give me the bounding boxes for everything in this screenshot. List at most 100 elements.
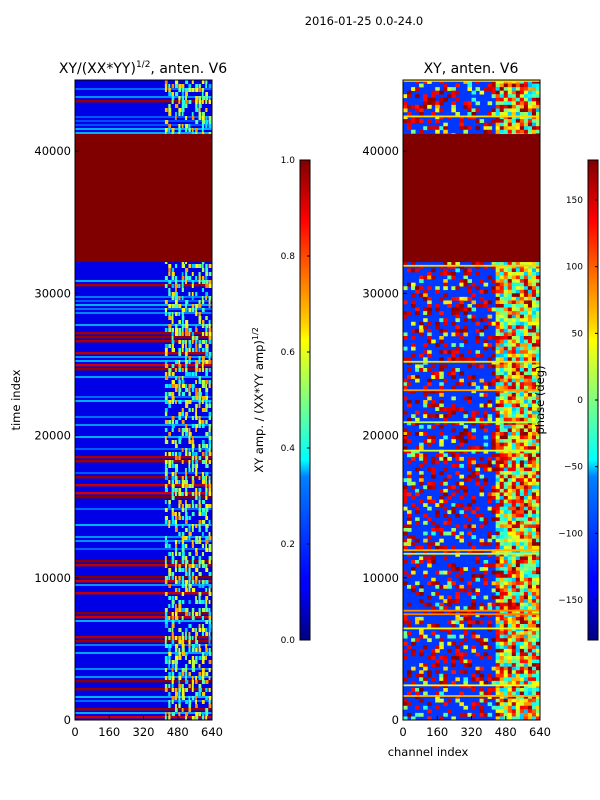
heatmap-cell: [527, 673, 533, 678]
heatmap-cell: [487, 300, 493, 305]
heatmap-cell: [455, 656, 460, 660]
heatmap-cell: [503, 282, 509, 287]
heatmap-cell: [523, 328, 529, 333]
heatmap-cell: [419, 588, 424, 593]
heatmap-cell: [515, 97, 521, 102]
heatmap-cell: [447, 641, 452, 646]
heatmap-cell: [164, 300, 168, 304]
heatmap-cell: [531, 631, 537, 635]
heatmap-cell: [531, 414, 537, 419]
heatmap-cell: [427, 307, 432, 312]
heatmap-cell: [185, 520, 188, 524]
heatmap-cell: [523, 442, 529, 447]
heatmap-cell: [423, 296, 428, 301]
heatmap-cell: [443, 506, 448, 511]
heatmap-cell: [483, 410, 489, 415]
heatmap-cell: [499, 506, 505, 511]
heatmap-cell: [475, 385, 481, 390]
heatmap-cell: [181, 288, 184, 292]
heatmap-cell: [191, 436, 194, 440]
heatmap-cell: [407, 510, 412, 515]
heatmap-cell: [503, 478, 509, 483]
heatmap-cell: [511, 552, 517, 557]
heatmap-cell: [171, 380, 175, 384]
heatmap-cell: [491, 382, 497, 387]
heatmap-cell: [527, 382, 533, 387]
heatmap-cell: [427, 414, 432, 419]
heatmap-cell: [495, 396, 501, 401]
heatmap-cell: [535, 609, 540, 614]
heatmap-row-stripe: [75, 612, 212, 615]
heatmap-cell: [523, 407, 529, 411]
heatmap-cell: [459, 684, 464, 689]
heatmap-cell: [515, 496, 521, 500]
heatmap-cell: [499, 261, 505, 266]
heatmap-cell: [198, 664, 201, 668]
heatmap-cell: [455, 382, 460, 387]
heatmap-cell: [523, 549, 529, 554]
heatmap-cell: [503, 570, 509, 575]
heatmap-cell: [535, 577, 540, 582]
heatmap-cell: [171, 484, 175, 488]
heatmap-cell: [535, 645, 540, 650]
heatmap-cell: [467, 87, 472, 91]
heatmap-cell: [475, 513, 481, 518]
heatmap-cell: [531, 268, 537, 273]
heatmap-cell: [527, 503, 533, 507]
heatmap-row-stripe: [75, 580, 212, 583]
heatmap-cell: [535, 94, 540, 99]
heatmap-cell: [511, 712, 517, 717]
heatmap-cell: [407, 702, 412, 707]
heatmap-cell: [527, 524, 533, 529]
heatmap-cell: [443, 673, 448, 678]
heatmap-cell: [491, 705, 497, 710]
heatmap-cell: [535, 485, 540, 490]
heatmap-cell: [411, 353, 416, 358]
heatmap-row-stripe: [75, 132, 212, 134]
heatmap-cell: [515, 346, 521, 351]
heatmap-cell: [439, 126, 444, 131]
heatmap-cell: [535, 517, 540, 522]
heatmap-cell: [519, 321, 525, 326]
heatmap-cell: [415, 410, 420, 415]
heatmap-cell: [419, 677, 424, 682]
heatmap-cell: [535, 314, 540, 319]
heatmap-cell: [181, 484, 185, 488]
heatmap-cell: [455, 304, 460, 308]
heatmap-cell: [531, 80, 537, 84]
heatmap-cell: [208, 320, 211, 324]
heatmap-cell: [527, 400, 533, 404]
heatmap-cell: [164, 544, 168, 548]
heatmap-cell: [499, 300, 505, 305]
heatmap-cell: [443, 659, 448, 664]
heatmap-cell: [191, 696, 195, 700]
heatmap-cell: [487, 275, 493, 280]
heatmap-cell: [495, 695, 501, 699]
heatmap-cell: [491, 289, 497, 294]
heatmap-cell: [178, 600, 182, 604]
heatmap-cell: [443, 129, 448, 134]
heatmap-cell: [535, 456, 540, 461]
heatmap-cell: [185, 324, 189, 328]
heatmap-cell: [164, 624, 169, 628]
heatmap-cell: [483, 428, 489, 433]
heatmap-cell: [178, 320, 181, 324]
heatmap-cell: [459, 336, 464, 340]
heatmap-cell: [535, 670, 540, 675]
heatmap-cell: [495, 307, 501, 312]
heatmap-cell: [495, 108, 501, 113]
heatmap-cell: [471, 620, 477, 625]
heatmap-cell: [495, 485, 501, 490]
heatmap-cell: [174, 312, 178, 316]
heatmap-cell: [451, 506, 456, 511]
heatmap-cell: [531, 464, 537, 468]
heatmap-cell: [511, 396, 517, 401]
heatmap-cell: [181, 320, 184, 324]
heatmap-cell: [519, 336, 525, 340]
heatmap-cell: [447, 620, 452, 625]
heatmap-cell: [535, 510, 540, 515]
heatmap-cell: [181, 652, 186, 656]
heatmap-cell: [181, 104, 185, 108]
heatmap-cell: [475, 702, 481, 707]
heatmap-cell: [467, 417, 472, 422]
